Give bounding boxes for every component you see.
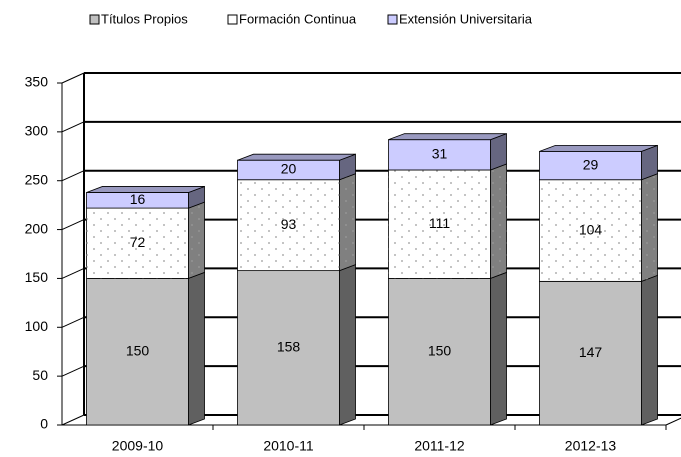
bar-pattern — [188, 202, 205, 279]
grid-line — [61, 316, 85, 328]
bar-top — [539, 144, 658, 152]
data-label: 150 — [126, 342, 150, 358]
data-label: 158 — [277, 339, 301, 355]
bar-side — [641, 274, 658, 426]
data-label: 111 — [429, 215, 450, 231]
bar-top — [237, 153, 356, 161]
y-tick-label: 350 — [25, 74, 49, 90]
grid-line — [61, 121, 85, 133]
bar-segment — [86, 278, 189, 426]
bar-pattern — [539, 179, 642, 282]
x-tick-label: 2009-10 — [112, 438, 164, 454]
bar-segment — [237, 270, 340, 426]
data-label: 16 — [130, 191, 146, 207]
data-label: 147 — [579, 344, 603, 360]
y-tick-label: 150 — [25, 269, 49, 285]
legend-label: Extensión Universitaria — [399, 11, 533, 26]
y-tick-label: 100 — [25, 318, 49, 334]
bar-pattern — [641, 173, 658, 282]
legend-swatch — [89, 14, 100, 25]
data-label: 31 — [432, 146, 448, 162]
legend-swatch — [227, 14, 238, 25]
data-label: 150 — [428, 342, 452, 358]
x-tick-label: 2012-13 — [565, 438, 617, 454]
bar-pattern — [86, 208, 189, 279]
x-tick-label: 2011-12 — [414, 438, 465, 454]
bar-segment — [539, 280, 642, 426]
y-tick-label: 200 — [25, 220, 49, 236]
data-label: 104 — [579, 221, 603, 237]
bar-top — [388, 133, 507, 141]
bar-segment — [388, 139, 491, 171]
bar-side — [188, 271, 205, 426]
back-wall — [84, 73, 681, 415]
bar-side — [490, 271, 507, 426]
y-tick-label: 250 — [25, 171, 49, 187]
y-tick-label: 50 — [32, 367, 48, 383]
bar-pattern — [237, 179, 340, 271]
grid-line — [61, 219, 85, 231]
grid-line — [61, 267, 85, 279]
bar-segment — [539, 150, 642, 181]
bar-top — [86, 186, 205, 193]
data-label: 29 — [583, 156, 599, 172]
x-tick-label: 2010-11 — [263, 438, 314, 454]
grid-line — [61, 170, 85, 182]
y-tick-label: 300 — [25, 123, 49, 139]
data-label: 20 — [281, 161, 297, 177]
grid-line — [61, 414, 85, 426]
legend-label: Títulos Propios — [101, 11, 188, 26]
data-label: 72 — [130, 234, 146, 250]
grid-line — [61, 365, 85, 377]
axis — [665, 417, 681, 426]
data-label: 93 — [281, 216, 297, 232]
legend-swatch — [387, 14, 398, 25]
bar-pattern — [490, 163, 507, 279]
y-tick-label: 0 — [40, 416, 48, 432]
legend: Títulos Propios Formación Continua Extensi… — [89, 11, 533, 26]
bar-segment — [388, 278, 491, 426]
bar-pattern — [388, 169, 491, 279]
legend-label: Formación Continua — [239, 11, 357, 26]
grid-line — [61, 72, 85, 84]
bar-side — [339, 264, 356, 426]
bar-pattern — [339, 173, 356, 271]
